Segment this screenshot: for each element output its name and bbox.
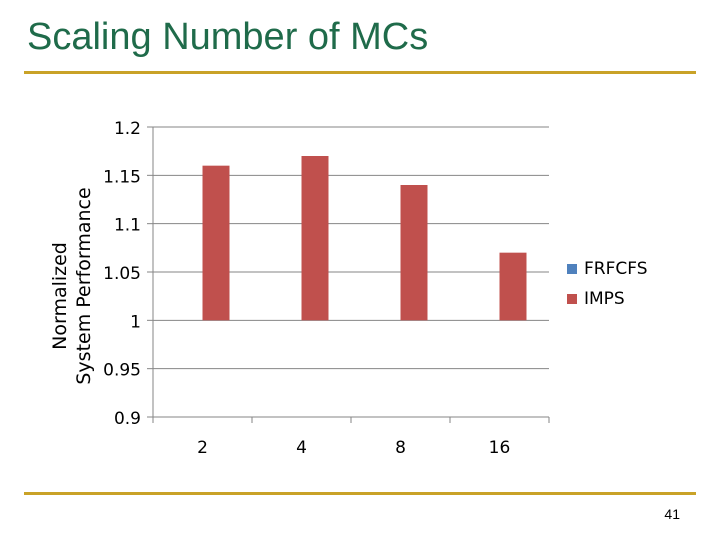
x-tick-label: 4 [296, 438, 307, 458]
x-tick-labels: 2 4 8 16 [197, 438, 510, 458]
bar-imps-8 [400, 185, 428, 321]
top-divider [24, 71, 696, 74]
bottom-divider [24, 492, 696, 495]
legend-swatch-imps [567, 294, 577, 304]
bar-imps-16 [499, 252, 527, 321]
bar-imps-2 [202, 165, 230, 321]
axes [152, 127, 550, 423]
x-tick-label: 8 [395, 438, 406, 458]
x-tick-label: 2 [197, 438, 208, 458]
slide-title: Scaling Number of MCs [27, 16, 429, 58]
legend-label-frfcfs: FRFCFS [584, 259, 648, 279]
y-tick-label: 0.9 [114, 409, 141, 429]
y-tick-label: 1.2 [114, 119, 141, 139]
y-tick-label: 1.15 [103, 167, 141, 187]
y-tick-label: 1.05 [103, 264, 141, 284]
legend-swatch-frfcfs [567, 264, 577, 274]
legend-label-imps: IMPS [584, 289, 625, 309]
y-tick-label: 1.1 [114, 216, 141, 236]
y-axis-label-line-2: System Performance [73, 187, 95, 384]
y-tick-labels: 0.9 0.95 1 1.05 1.1 1.15 1.2 [103, 119, 141, 429]
legend: FRFCFS IMPS [567, 259, 648, 309]
x-tick-label: 16 [489, 438, 511, 458]
page-number: 41 [664, 506, 680, 522]
y-tick-label: 0.95 [103, 361, 141, 381]
bars [202, 156, 527, 321]
y-tick-label: 1 [130, 312, 141, 332]
y-axis-label-line-1: Normalized [49, 242, 71, 350]
bar-imps-4 [301, 156, 329, 321]
